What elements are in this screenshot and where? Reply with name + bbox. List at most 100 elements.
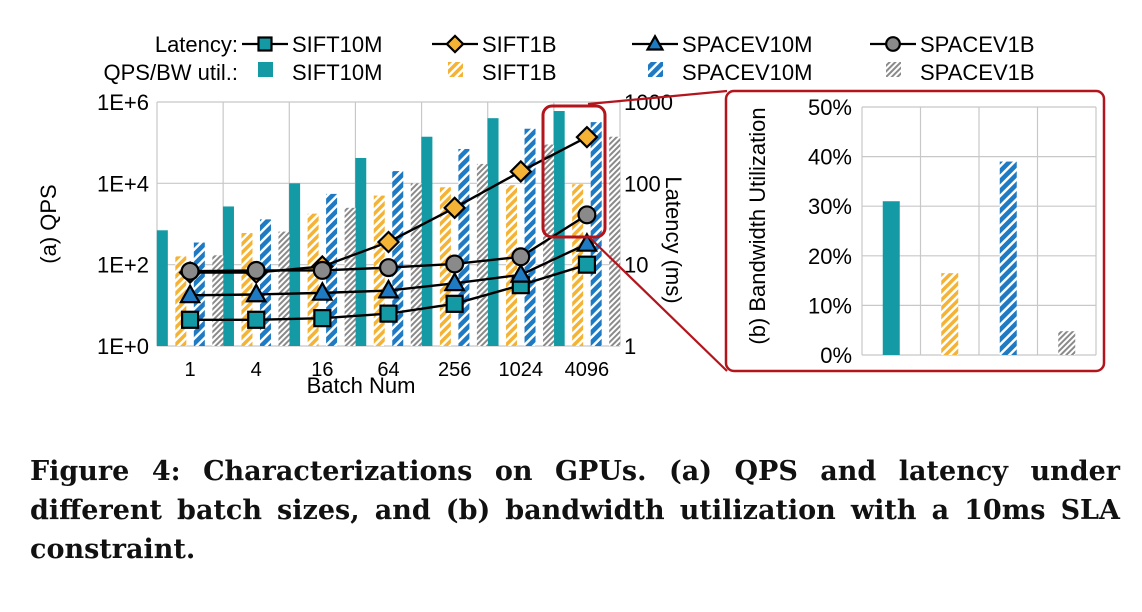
bar-a-sift10m-16 [289, 183, 301, 346]
y-tick-b-2: 20% [808, 244, 852, 269]
y-tick-a-3: 1E+6 [97, 90, 149, 115]
bar-a-spacev1b-4 [278, 231, 290, 346]
legend-bar-label-sift10m: SIFT10M [292, 60, 382, 85]
point-a-sift1b-4096 [575, 125, 599, 149]
y-axis-title-b: (b) Bandwidth Utilization [745, 107, 770, 344]
legend-bar-label-spacev1b: SPACEV1B [920, 60, 1035, 85]
legend-marker-spacev1b [885, 36, 901, 52]
bar-a-sift10m-4 [222, 206, 234, 346]
legend-bar-label-spacev10m: SPACEV10M [682, 60, 812, 85]
y-tick-a-2: 1E+4 [97, 171, 149, 196]
highlight-box [541, 104, 607, 239]
legend-line-label-sift10m: SIFT10M [292, 32, 382, 57]
inset-frame [724, 89, 1106, 373]
legend-line-label-sift1b: SIFT1B [482, 32, 557, 57]
point-a-sift10m-1 [180, 310, 200, 329]
point-a-spacev1b-4 [246, 260, 266, 280]
bar-a-spacev1b-4096 [609, 136, 621, 346]
legend-line-label-spacev1b: SPACEV1B [920, 32, 1035, 57]
bar-a-spacev10m-1024 [524, 128, 536, 346]
legend: Latency: QPS/BW util.: SIFT10M SIFT1B SPACEV… [104, 32, 1035, 85]
legend-line-label-spacev10m: SPACEV10M [682, 32, 812, 57]
y-tick-a-0: 1E+0 [97, 334, 149, 359]
legend-bar-label: QPS/BW util.: [104, 60, 238, 85]
x-tick-a-4: 4 [251, 359, 262, 381]
bar-a-sift10m-4096 [553, 111, 565, 346]
x-tick-a-1024: 1024 [499, 359, 544, 381]
point-a-sift10m-64 [379, 304, 398, 323]
bar-a-sift1b-4096 [572, 184, 584, 346]
bar-a-sift10m-1 [156, 230, 168, 346]
bar-a-spacev10m-64 [392, 171, 404, 346]
bar-a-sift1b-64 [373, 195, 385, 346]
y-tick-a-1: 1E+2 [97, 253, 149, 278]
bar-a-spacev10m-4 [259, 219, 271, 346]
point-a-sift1b-64 [376, 230, 401, 254]
x-tick-a-1: 1 [185, 359, 196, 381]
x-tick-a-4096: 4096 [565, 359, 610, 381]
x-tick-a-256: 256 [438, 359, 471, 381]
legend-bar-swatch-spacev1b [886, 62, 901, 77]
bar-a-sift1b-16 [307, 213, 319, 346]
bar-b-sift10m [882, 201, 900, 355]
point-a-sift10m-256 [445, 294, 464, 313]
legend-marker-spacev10m [645, 33, 665, 51]
legend-marker-sift10m [257, 36, 273, 52]
point-a-spacev1b-256 [445, 254, 465, 274]
bar-a-sift10m-1024 [487, 118, 499, 346]
connector-top [587, 89, 728, 106]
y2-tick-a-3: 1000 [624, 90, 673, 115]
figure: Latency: QPS/BW util.: SIFT10M SIFT1B SPACEV… [36, 32, 1106, 398]
point-a-spacev1b-4096 [577, 205, 597, 225]
legend-bar-swatch-spacev10m [648, 62, 663, 77]
point-a-spacev10m-1 [178, 283, 202, 304]
y2-axis-title-a: Latency (ms) [661, 176, 686, 303]
bar-b-spacev1b [1058, 331, 1076, 355]
x-tick-a-64: 64 [377, 359, 399, 381]
y2-tick-a-2: 100 [624, 171, 661, 196]
bar-b-spacev10m [999, 161, 1017, 355]
point-a-spacev1b-1024 [511, 247, 531, 267]
bar-a-spacev1b-64 [410, 183, 422, 346]
y-tick-b-1: 10% [808, 293, 852, 318]
legend-bar-label-sift1b: SIFT1B [482, 60, 557, 85]
point-a-spacev10m-16 [311, 281, 334, 301]
legend-marker-sift1b [445, 34, 465, 54]
y2-tick-a-0: 1 [624, 334, 636, 359]
legend-bar-swatch-sift1b [448, 62, 463, 77]
bar-a-spacev1b-256 [476, 163, 488, 346]
point-a-spacev1b-16 [312, 260, 332, 280]
bar-a-spacev1b-16 [344, 207, 356, 346]
bar-b-sift1b [941, 273, 959, 355]
x-tick-a-16: 16 [311, 359, 333, 381]
point-a-spacev10m-64 [377, 278, 400, 299]
bar-a-spacev10m-4096 [590, 122, 602, 346]
y-tick-b-3: 30% [808, 194, 852, 219]
x-axis-title-a: Batch Num [307, 373, 416, 398]
figure-caption: Figure 4: Characterizations on GPUs. (a)… [30, 456, 1120, 565]
bar-a-spacev1b-1 [212, 255, 224, 346]
y-tick-b-5: 50% [808, 95, 852, 120]
point-a-spacev10m-1024 [509, 262, 532, 283]
point-a-sift10m-4 [247, 310, 266, 329]
connector-bottom [589, 237, 728, 372]
chart-b-bandwidth: 0% 10% 20% 30% 40% 50% (b) Bandwidth Utilizati… [724, 89, 1106, 373]
point-a-sift1b-256 [443, 196, 467, 220]
highlight-connector [587, 89, 728, 372]
bar-a-spacev10m-256 [458, 148, 470, 346]
point-a-sift10m-16 [313, 309, 332, 328]
legend-bar-swatch-sift10m [258, 62, 273, 77]
bar-a-sift1b-4 [241, 233, 253, 346]
bar-a-sift10m-256 [421, 136, 433, 346]
point-a-sift10m-4096 [577, 255, 597, 274]
bar-a-sift1b-1024 [506, 185, 518, 346]
point-a-spacev1b-64 [379, 258, 399, 278]
y-tick-b-0: 0% [820, 343, 852, 368]
bar-a-spacev1b-1024 [543, 144, 555, 346]
bar-a-sift1b-256 [439, 187, 451, 346]
point-a-spacev1b-1 [180, 261, 200, 281]
legend-latency-label: Latency: [155, 32, 238, 57]
y-axis-title-a: (a) QPS [36, 184, 61, 263]
point-a-spacev10m-4096 [575, 232, 599, 252]
